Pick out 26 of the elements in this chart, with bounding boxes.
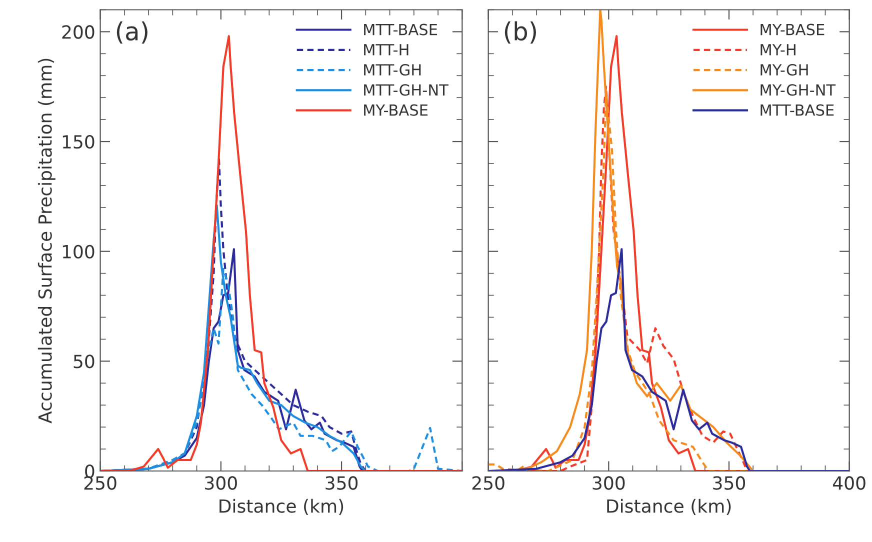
chart-title: (a) — [116, 21, 148, 44]
x-tick-label: 250 — [472, 476, 504, 490]
x-tick-label: 250 — [84, 476, 116, 490]
legend-label: MY-BASE — [364, 104, 428, 116]
x-tick-label: 350 — [713, 476, 746, 490]
x-axis-title: Distance (km) — [220, 498, 344, 515]
legend-label: MTT-BASE — [364, 24, 438, 36]
chart-title: (b) — [504, 21, 536, 44]
x-axis-title: Distance (km) — [607, 498, 731, 515]
y-tick-label: 150 — [62, 135, 94, 149]
x-tick-label: 400 — [832, 476, 866, 490]
x-tick-label: 300 — [205, 476, 237, 490]
y-tick-label: 100 — [62, 244, 94, 258]
legend-label: MTT-BASE — [760, 104, 834, 116]
x-tick-label: 350 — [326, 476, 358, 490]
x-tick-label: 300 — [592, 476, 625, 490]
legend-label: MY-GH-NT — [760, 84, 836, 96]
y-tick-label: 50 — [74, 354, 94, 368]
y-axis-title: Accumulated Surface Precipitation (mm) — [38, 58, 56, 424]
legend-label: MY-GH — [760, 64, 808, 76]
legend-label: MY-BASE — [760, 24, 824, 36]
legend-label: MTT-GH — [364, 64, 421, 76]
legend-label: MY-H — [760, 44, 796, 56]
legend-label: MTT-GH-NT — [364, 84, 448, 96]
y-tick-label: 200 — [62, 25, 94, 39]
legend-label: MTT-H — [364, 44, 408, 56]
